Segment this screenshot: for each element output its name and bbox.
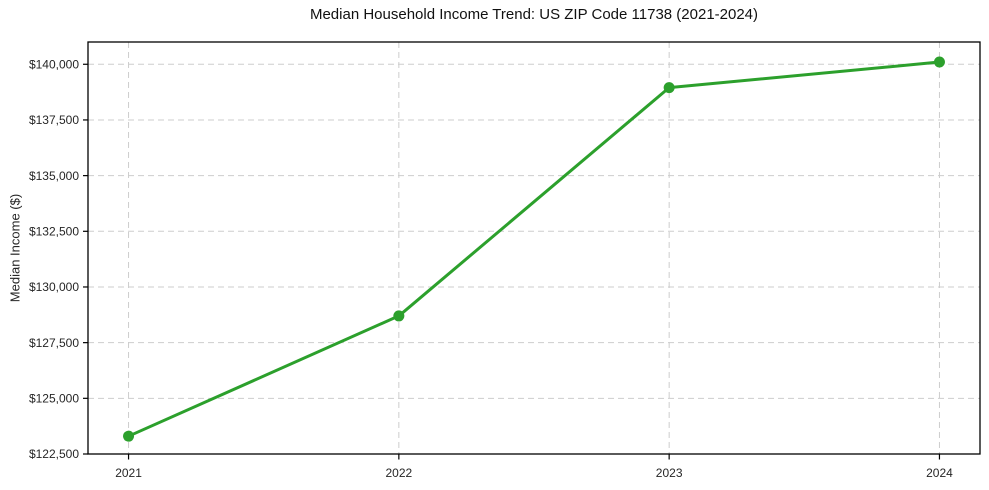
y-tick-label: $132,500 bbox=[29, 224, 79, 238]
y-tick-label: $140,000 bbox=[29, 57, 79, 71]
y-tick-label: $137,500 bbox=[29, 113, 79, 127]
y-tick-label: $135,000 bbox=[29, 169, 79, 183]
x-tick-label: 2021 bbox=[115, 466, 142, 480]
data-point-marker bbox=[393, 310, 405, 322]
data-point-marker bbox=[663, 82, 675, 94]
data-point-marker bbox=[933, 56, 945, 68]
data-point-marker bbox=[123, 430, 135, 442]
x-tick-label: 2022 bbox=[385, 466, 412, 480]
y-tick-label: $125,000 bbox=[29, 392, 79, 406]
y-tick-label: $130,000 bbox=[29, 280, 79, 294]
y-tick-label: $127,500 bbox=[29, 336, 79, 350]
x-tick-label: 2023 bbox=[656, 466, 683, 480]
plot-border bbox=[87, 41, 981, 455]
x-tick-label: 2024 bbox=[926, 466, 953, 480]
chart-title: Median Household Income Trend: US ZIP Co… bbox=[309, 6, 759, 23]
y-tick-label: $122,500 bbox=[29, 447, 79, 461]
trend-line bbox=[127, 60, 941, 438]
